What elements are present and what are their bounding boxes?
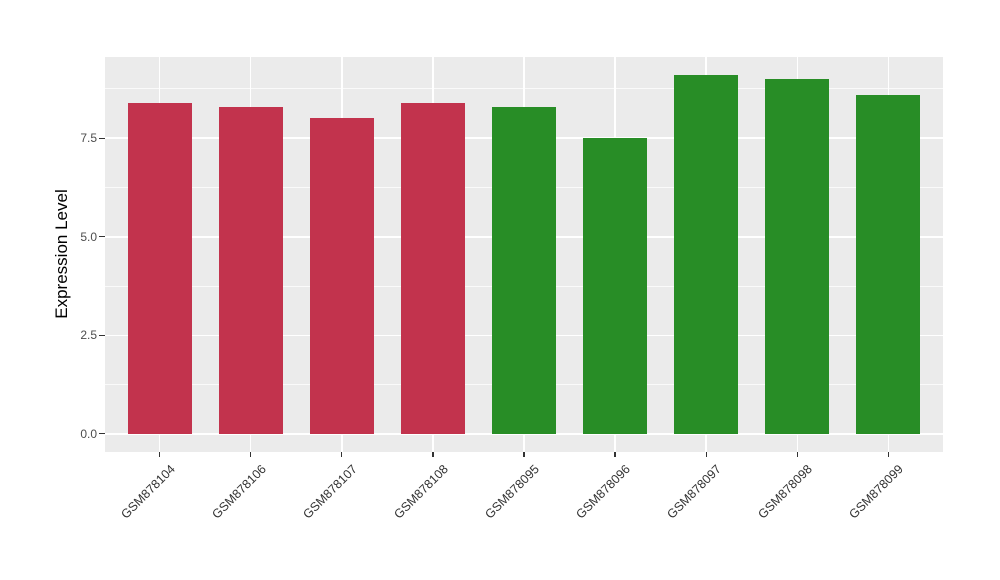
bar-GSM878104 [127,102,192,434]
y-axis-tick-label: 7.5 [80,131,97,146]
bar-GSM878098 [765,79,830,434]
x-axis-tick-label: GSM878098 [755,462,816,522]
x-axis-tick [614,452,616,457]
y-axis-tick [99,236,105,238]
bar-GSM878106 [218,106,283,434]
x-axis-tick [705,452,707,457]
x-axis-tick-label: GSM878099 [846,462,907,522]
y-axis-tick [99,334,105,336]
x-axis-tick-label: GSM878108 [391,462,451,522]
x-axis-tick-label: GSM878097 [664,462,725,522]
x-axis-tick-label: GSM878096 [573,462,633,522]
bar-GSM878108 [401,102,465,434]
bar-GSM878107 [309,118,374,434]
y-axis-title: Expression Level [52,189,71,319]
x-axis-tick [159,452,161,457]
y-axis-tick-label: 5.0 [80,229,97,244]
x-axis-tick [341,452,343,457]
x-axis-tick [250,452,252,457]
x-axis-tick-label: GSM878107 [300,462,360,522]
y-axis-tick [99,433,105,435]
bar-GSM878096 [583,138,647,434]
y-axis-tick-label: 2.5 [80,328,97,343]
x-axis-tick [887,452,889,457]
y-axis-tick-label: 0.0 [80,426,97,441]
bar-GSM878099 [856,94,921,434]
x-axis-tick-label: GSM878095 [482,462,542,522]
x-axis-tick [432,452,434,457]
y-axis-tick [99,137,105,139]
bar-GSM878097 [674,75,739,434]
x-axis-tick [523,452,525,457]
plot-panel [105,57,943,452]
x-axis-tick-label: GSM878106 [209,462,269,522]
bar-GSM878095 [492,106,556,434]
x-axis-tick [796,452,798,457]
x-axis-tick-label: GSM878104 [118,462,178,522]
